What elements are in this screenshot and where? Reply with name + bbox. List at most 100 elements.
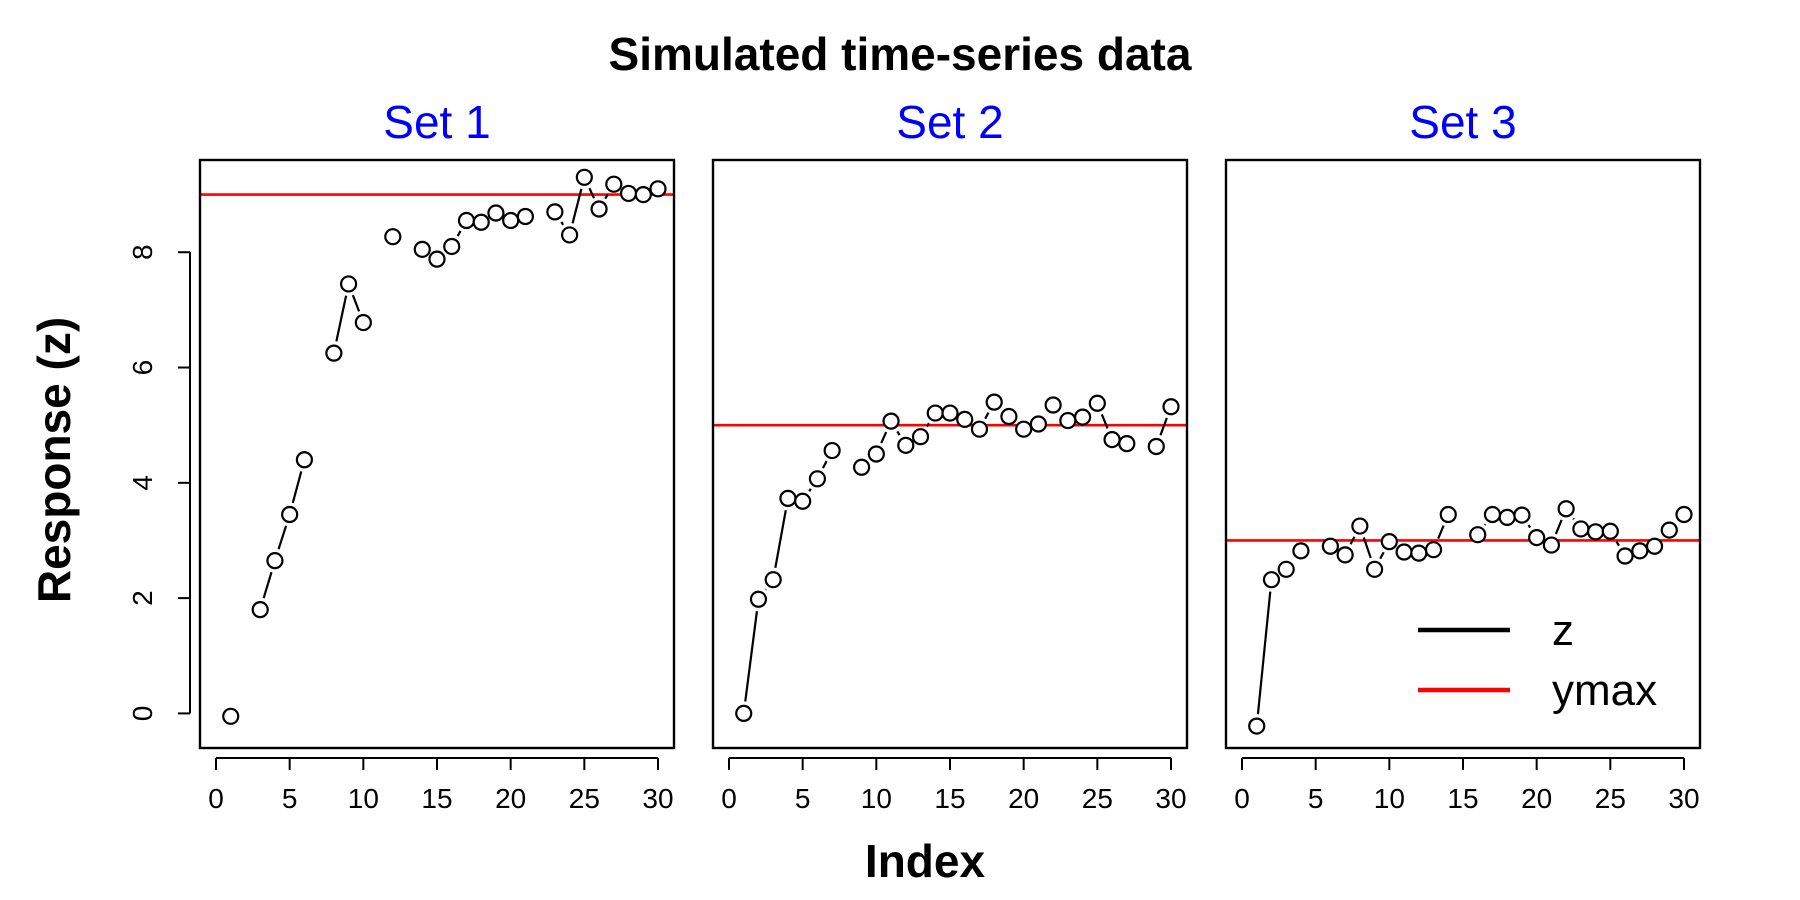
data-point [852,458,871,476]
data-point [1483,505,1502,524]
data-point [590,200,608,218]
data-point [1044,396,1062,414]
data-point [605,175,623,193]
panel-title: Set 2 [896,96,1003,148]
data-point [1513,506,1531,524]
y-tick-label: 0 [127,706,158,722]
x-axis: 0 5 10 15 20 25 30 [1234,757,1700,814]
data-point [619,184,638,203]
data-point [266,552,284,570]
data-point [1029,415,1048,433]
x-tick-label: 20 [495,783,526,814]
x-tick-label: 0 [721,783,737,814]
data-point [546,203,564,221]
x-tick-label: 25 [1595,783,1626,814]
x-tick-label: 10 [348,783,379,814]
legend: z ymax [1418,606,1657,715]
panel-3: Set 3 0 5 10 15 20 25 30 [1224,96,1702,814]
data-point [794,492,812,510]
x-axis-label: Index [865,835,986,887]
chart-title: Simulated time-series data [609,28,1192,80]
panel-title: Set 1 [383,96,490,148]
data-point [985,393,1003,411]
data-point [1277,560,1295,578]
z-segment [1159,417,1168,436]
z-segment [604,193,609,200]
legend-label-z: z [1552,606,1574,655]
data-point [1000,407,1018,426]
data-point [735,704,753,723]
data-point [1498,508,1516,527]
y-axis: 0 2 4 6 8 [127,244,191,722]
plot-frame [1224,158,1702,750]
z-segment [1437,525,1445,540]
data-point [384,228,402,246]
z-segment [571,188,583,224]
data-point [749,590,768,608]
z-segment [560,221,565,226]
y-tick-label: 8 [127,244,158,260]
data-point [1572,520,1590,538]
data-point [575,168,593,186]
data-point [1424,541,1443,559]
z-segment [456,230,462,237]
z-segment [351,294,361,312]
data-point [970,420,989,438]
z-segment [821,460,828,469]
x-tick-label: 25 [569,783,600,814]
data-point [1321,537,1340,555]
data-point [1059,411,1077,430]
data-point [1410,544,1428,562]
x-tick-label: 30 [1155,783,1186,814]
panel-title: Set 3 [1409,96,1516,148]
data-point [1351,517,1369,535]
data-point [1292,542,1310,560]
data-point [897,436,915,454]
z-segment [1554,519,1563,535]
z-segment [925,422,930,428]
data-point [1586,523,1605,541]
data-point [1103,430,1121,449]
z-segment [774,509,787,569]
data-point [1439,505,1457,524]
x-tick-label: 15 [421,783,452,814]
data-point [1660,521,1678,539]
panel-2: Set 2 0 5 10 15 20 25 30 [711,96,1189,814]
y-tick-label: 6 [127,360,158,376]
data-point [764,571,782,589]
data-point [823,441,841,460]
z-segment [808,488,812,492]
x-tick-label: 5 [282,783,298,814]
data-point [779,489,797,507]
y-tick-label: 4 [127,475,158,491]
data-point [1073,408,1092,426]
y-tick-label: 2 [127,590,158,606]
z-segment [588,187,596,199]
z-segment [262,571,273,599]
plot-frame [711,158,1189,750]
x-tick-label: 30 [642,783,673,814]
legend-label-ymax: ymax [1552,666,1657,715]
z-segment [1100,413,1109,429]
x-axis: 0 5 10 15 20 25 30 [721,757,1187,814]
data-point [295,451,313,469]
data-point [516,207,535,226]
data-point [1262,571,1281,589]
x-tick-label: 15 [1447,783,1478,814]
z-segment [1379,551,1385,560]
data-point [649,180,667,198]
data-point [1395,543,1413,561]
z-segment [984,412,990,420]
data-point [1557,500,1575,518]
z-segment [1572,517,1575,520]
z-segment [1527,524,1532,529]
data-point [340,275,358,293]
data-point [487,204,505,222]
data-point [354,313,372,332]
data-point [1336,546,1354,564]
x-tick-label: 0 [208,783,224,814]
data-point [1631,542,1649,560]
data-point [222,707,240,725]
panel-1: Set 1 0 5 10 15 20 25 30 0 2 4 6 8 [127,96,676,814]
x-tick-label: 5 [795,783,811,814]
